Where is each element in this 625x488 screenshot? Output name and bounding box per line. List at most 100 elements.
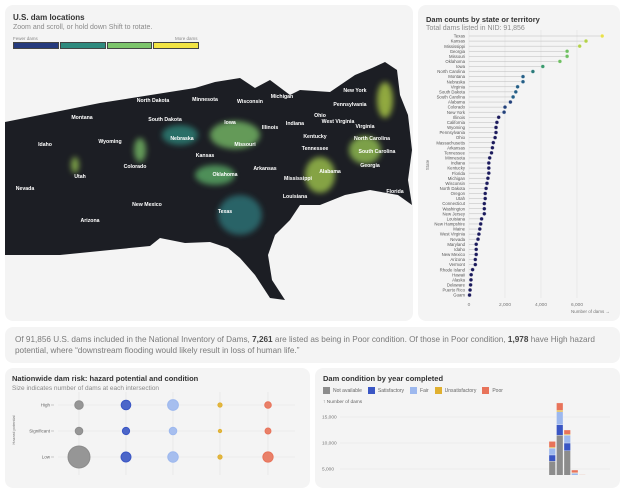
lollipop-dot bbox=[469, 273, 473, 277]
lollipop-dot bbox=[479, 222, 483, 226]
risk-bubble bbox=[68, 446, 90, 468]
summary-text: Of 91,856 U.S. dams included in the Nati… bbox=[15, 334, 610, 356]
lollipop-dot bbox=[558, 60, 562, 64]
state-label: South Dakota bbox=[148, 117, 182, 123]
risk-y-label: Hazard potential bbox=[11, 415, 16, 444]
summary-panel: Of 91,856 U.S. dams included in the Nati… bbox=[5, 327, 620, 363]
lollipop-dot bbox=[469, 283, 473, 287]
state-label: Kentucky bbox=[303, 134, 326, 140]
lollipop-dot bbox=[502, 110, 506, 114]
risk-bubble bbox=[121, 452, 131, 462]
state-label: Utah bbox=[74, 174, 86, 180]
state-label: Virginia bbox=[356, 124, 375, 130]
state-label: Missouri bbox=[234, 142, 256, 148]
lollipop-dot bbox=[473, 258, 477, 262]
state-label: Florida bbox=[386, 189, 403, 195]
lollipop-dot bbox=[511, 95, 515, 99]
state-y-label: State bbox=[425, 159, 430, 170]
bar-segment bbox=[557, 435, 564, 475]
bar-segment bbox=[564, 435, 571, 443]
risk-bubble bbox=[265, 428, 271, 434]
state-label: Arkansas bbox=[253, 166, 276, 172]
lollipop-dot bbox=[478, 227, 482, 231]
state-label: Mississippi bbox=[284, 176, 313, 182]
year-panel: Dam condition by year completed Not avai… bbox=[315, 368, 620, 488]
lollipop-dot bbox=[503, 105, 507, 109]
bar-segment bbox=[549, 448, 556, 455]
state-label: New Mexico bbox=[132, 202, 162, 208]
state-label: Nebraska bbox=[170, 136, 193, 142]
state-label: Arizona bbox=[80, 218, 99, 224]
lollipop-dot bbox=[578, 44, 582, 48]
lollipop-dot bbox=[494, 131, 498, 135]
lollipop-dot bbox=[600, 34, 604, 38]
lollipop-dot bbox=[468, 293, 472, 297]
lollipop-dot bbox=[497, 115, 501, 119]
hazard-row-label: High bbox=[41, 403, 51, 408]
lollipop-dot bbox=[521, 80, 525, 84]
state-label: Nevada bbox=[16, 186, 35, 192]
state-label: New York bbox=[343, 88, 366, 94]
y-tick-label: 5,000 bbox=[322, 467, 334, 473]
bar-segment bbox=[549, 447, 556, 448]
state-label: Wyoming bbox=[98, 139, 121, 145]
bar-segment bbox=[572, 470, 579, 473]
state-label: Indiana bbox=[286, 121, 304, 127]
lollipop-dot bbox=[494, 126, 498, 130]
lollipop-dot bbox=[471, 268, 475, 272]
risk-bubble bbox=[263, 452, 273, 462]
state-label: Colorado bbox=[124, 164, 147, 170]
x-tick-label: 0 bbox=[468, 302, 471, 308]
state-label: Michigan bbox=[271, 94, 293, 100]
lollipop-dot bbox=[474, 253, 478, 257]
state-label: Wisconsin bbox=[237, 99, 263, 105]
state-label: Illinois bbox=[262, 125, 279, 131]
lollipop-dot bbox=[488, 156, 492, 160]
state-label: Kansas bbox=[196, 153, 215, 159]
lollipop-dot bbox=[474, 242, 478, 246]
lollipop-dot bbox=[469, 278, 473, 282]
bar-segment bbox=[549, 461, 556, 475]
risk-bubble bbox=[168, 400, 179, 411]
risk-bubble bbox=[218, 429, 221, 432]
bar-segment bbox=[557, 425, 564, 435]
lollipop-dot bbox=[541, 65, 545, 69]
state-label: Minnesota bbox=[192, 97, 218, 103]
state-label: Iowa bbox=[224, 120, 236, 126]
risk-bubble bbox=[169, 427, 177, 435]
bar-segment bbox=[564, 443, 571, 451]
lollipop-dot bbox=[487, 171, 491, 175]
lollipop-dot bbox=[565, 54, 569, 58]
state-label: Texas bbox=[218, 209, 232, 215]
lollipop-dot bbox=[484, 187, 488, 191]
lollipop-dot bbox=[584, 39, 588, 43]
risk-panel: Nationwide dam risk: hazard potential an… bbox=[5, 368, 310, 488]
lollipop-dot bbox=[487, 161, 491, 165]
risk-bubble bbox=[218, 455, 222, 459]
state-label: Montana bbox=[71, 115, 92, 121]
lollipop-dot bbox=[477, 232, 481, 236]
bar-segment bbox=[564, 451, 571, 475]
state-label: Tennessee bbox=[302, 146, 329, 152]
hazard-row-label: Low bbox=[42, 455, 51, 460]
lollipop-dot bbox=[565, 49, 569, 53]
lollipop-dot bbox=[509, 100, 513, 104]
poor-count: 7,261 bbox=[252, 335, 273, 344]
risk-bubble bbox=[218, 403, 222, 407]
state-label: Pennsylvania bbox=[333, 102, 366, 108]
x-tick-label: 4,000 bbox=[535, 302, 547, 308]
lollipop-dot bbox=[493, 136, 497, 140]
lollipop-dot bbox=[468, 288, 472, 292]
high-hazard-poor-count: 1,978 bbox=[508, 335, 529, 344]
state-label: North Dakota bbox=[137, 98, 170, 104]
state-label: Idaho bbox=[38, 142, 52, 148]
risk-bubble bbox=[75, 401, 84, 410]
lollipop-dot bbox=[516, 85, 520, 89]
lollipop-dot bbox=[474, 247, 478, 251]
state-label: Georgia bbox=[360, 163, 380, 169]
risk-bubble bbox=[122, 427, 129, 434]
y-tick-label: 15,000 bbox=[322, 415, 337, 421]
risk-bubble bbox=[121, 400, 131, 410]
dam-map[interactable]: North Dakota Minnesota Montana South Dakota… bbox=[5, 5, 413, 321]
